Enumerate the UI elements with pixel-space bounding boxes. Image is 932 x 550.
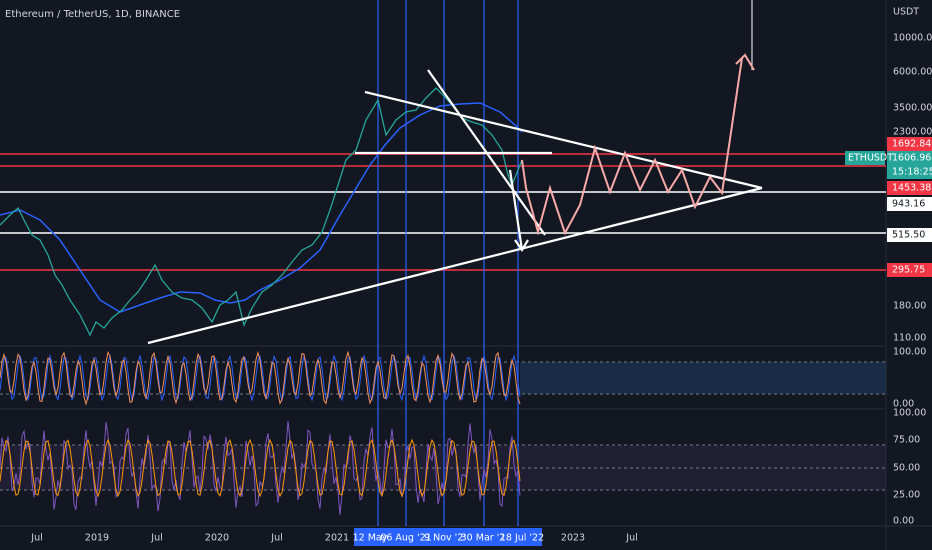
axis-label: 100.00 [893, 408, 926, 419]
oscillator-line [0, 350, 521, 406]
price-tag-label: 1606.96 [892, 153, 931, 164]
axis-label: 10000.00 [893, 33, 932, 44]
axis-label: 0.00 [893, 399, 914, 410]
price-tag [887, 197, 932, 211]
price-tag [887, 228, 932, 242]
time-label: 2019 [85, 533, 109, 544]
marker-label: 12 May [353, 533, 388, 544]
axis-label: 110.00 [893, 333, 926, 344]
stochastic-k [0, 421, 521, 515]
oscillator-signal [0, 354, 521, 402]
marker-label: 06 Aug '21 [380, 533, 431, 544]
price-tag [887, 137, 932, 151]
time-label: Jul [625, 533, 637, 544]
moving-average [0, 102, 523, 313]
axis-label: 0.00 [893, 516, 914, 527]
band [520, 362, 886, 394]
trend-line [364, 90, 763, 190]
price-tag-label: 295.75 [892, 265, 925, 276]
axis-label: 100.00 [893, 347, 926, 358]
symbol-label: ETHUSDT [848, 153, 893, 164]
marker-label: 9 Nov '2' [424, 533, 466, 544]
price-tag [887, 151, 932, 179]
stochastic-d [0, 438, 521, 498]
chart-title: Ethereum / TetherUS, 1D, BINANCE [5, 9, 180, 20]
price-tag-label: 943.16 [892, 199, 925, 210]
countdown: 15:18:25 [892, 167, 932, 178]
axis-label: 3500.00 [893, 103, 932, 114]
marker-tag [386, 528, 426, 546]
price-line [0, 87, 523, 337]
marker-tag [502, 528, 542, 546]
symbol-tag [845, 151, 885, 165]
arrow [508, 169, 524, 251]
marker-tag [426, 528, 464, 546]
arrow-head [514, 239, 529, 253]
axis-label: 6000.00 [893, 67, 932, 78]
axis-label: 2300.00 [893, 127, 932, 138]
axis-label: 25.00 [893, 490, 920, 501]
time-label: Jul [150, 533, 162, 544]
axis-label: 180.00 [893, 301, 926, 312]
axis-label: 50.00 [893, 463, 920, 474]
price-tag [887, 263, 932, 277]
price-tag [887, 181, 932, 195]
projection [521, 57, 743, 236]
time-label: Jul [270, 533, 282, 544]
price-tag-label: 515.50 [892, 230, 925, 241]
marker-label: 18 Jul '22 [500, 533, 544, 544]
axis-unit: USDT [893, 7, 919, 18]
projection-head [735, 53, 755, 71]
trend-line [147, 186, 763, 345]
price-tag-label: 1453.38 [892, 183, 931, 194]
time-label: 2023 [561, 533, 585, 544]
time-label: 2020 [205, 533, 229, 544]
time-label: 2021 [325, 533, 349, 544]
axis-label: 75.00 [893, 435, 920, 446]
marker-label: 30 Mar '2 [461, 533, 506, 544]
time-label: Jul [30, 533, 42, 544]
marker-tag [354, 528, 386, 546]
price-tag-label: 1692.84 [892, 139, 931, 150]
marker-tag [464, 528, 502, 546]
